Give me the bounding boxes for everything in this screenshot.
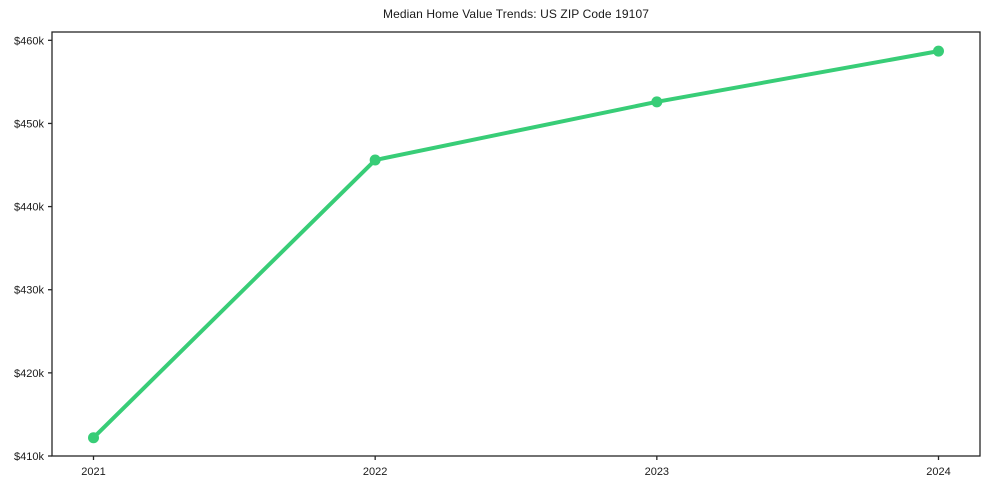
data-point-marker — [88, 432, 99, 444]
y-axis-tick-label: $420k — [14, 368, 44, 380]
data-point-marker — [933, 45, 944, 57]
y-axis-tick-label: $440k — [14, 202, 44, 214]
chart-title: Median Home Value Trends: US ZIP Code 19… — [382, 7, 649, 21]
y-axis-tick-label: $430k — [14, 285, 44, 297]
data-point-marker — [369, 154, 381, 166]
data-point-marker — [651, 96, 663, 108]
x-axis-tick-label: 2023 — [645, 466, 669, 478]
trend-line — [91, 49, 941, 440]
y-axis-tick-label: $460k — [14, 35, 44, 47]
y-axis-tick-label: $410k — [14, 451, 44, 463]
x-axis-tick-label: 2024 — [926, 466, 950, 478]
x-axis-tick-label: 2021 — [81, 466, 105, 478]
x-axis-tick-label: 2022 — [363, 466, 387, 478]
y-axis-tick-label: $450k — [14, 118, 44, 130]
axis-border — [51, 31, 981, 457]
